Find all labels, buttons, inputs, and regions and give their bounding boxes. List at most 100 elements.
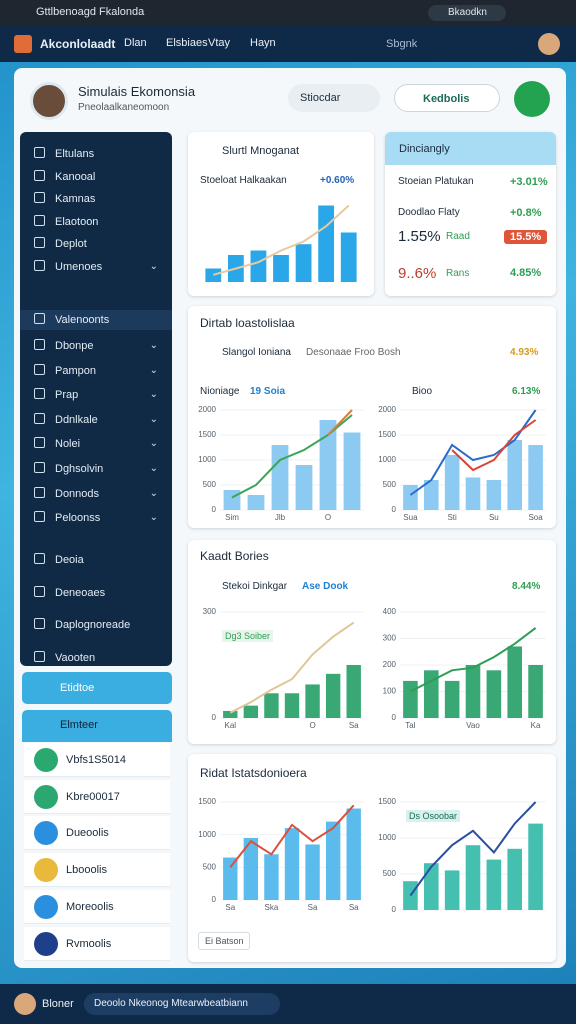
- panel-note: Desonaae Froo Bosh: [306, 347, 401, 358]
- chart: 0 500 1000 1500 Sa Ska Sa Sa: [198, 797, 364, 912]
- bar: [507, 848, 523, 910]
- list-item[interactable]: Lbooolis: [24, 853, 170, 888]
- header-select[interactable]: Kedbolis: [394, 84, 500, 112]
- bar: [325, 821, 341, 900]
- y-tick-label: 1500: [378, 430, 396, 439]
- sidebar-item[interactable]: Ddnlkale: [34, 410, 98, 430]
- list-item[interactable]: Vbfs1S5014: [24, 743, 170, 777]
- sidebar: Eltulans Kanooal Kamnas Elaotoon Deplot Umeno…: [20, 132, 172, 666]
- line: [213, 204, 350, 276]
- footer-select[interactable]: Deoolo Nkeonog Mtearwbeatbiann: [84, 993, 280, 1015]
- y-tick-label: 0: [212, 895, 217, 904]
- bar: [247, 495, 265, 510]
- row-value: +3.01%: [510, 176, 548, 188]
- list-icon: [34, 858, 58, 883]
- list-item[interactable]: Moreoolis: [24, 889, 170, 924]
- bar: [528, 823, 543, 910]
- panel-subtitle: Slangol Ioniana: [222, 347, 291, 358]
- chevron: ⌄: [149, 413, 158, 425]
- action-button[interactable]: [514, 81, 550, 117]
- nav-link[interactable]: Elsbiaes: [166, 37, 208, 49]
- y-tick-label: 1000: [378, 455, 396, 464]
- x-tick-label: Sa: [308, 903, 318, 912]
- line: [327, 409, 353, 436]
- x-tick-label: Ka: [531, 721, 541, 730]
- search[interactable]: Sbgnk: [386, 38, 418, 50]
- sidebar-item[interactable]: Deoia: [34, 550, 84, 570]
- profile-chip[interactable]: Bkaodkn: [428, 5, 506, 21]
- sidebar-item[interactable]: Donnods: [34, 484, 99, 504]
- logo: [14, 35, 32, 53]
- y-tick-label: 500: [383, 869, 397, 878]
- row-label: Stoeian Platukan: [398, 176, 474, 187]
- x-tick-label: Su: [489, 513, 499, 522]
- sidebar-item[interactable]: Deneoaes: [34, 583, 105, 603]
- panel-button[interactable]: Ei Batson: [198, 932, 250, 950]
- bar: [528, 445, 543, 510]
- bar: [465, 845, 481, 910]
- header-title: Simulais Ekomonsia: [78, 84, 196, 99]
- sidebar-item[interactable]: Kamnas: [34, 189, 95, 209]
- bar: [486, 859, 502, 910]
- bar: [273, 255, 289, 282]
- sidebar-item[interactable]: Peloonss: [34, 508, 100, 528]
- sidebar-item[interactable]: Daplognoreade: [34, 615, 130, 635]
- y-tick-label: 0: [212, 713, 217, 722]
- y-tick-label: 0: [212, 505, 217, 514]
- sidebar-item[interactable]: Pampon: [34, 361, 96, 381]
- header-avatar: [30, 82, 68, 120]
- y-tick-label: 300: [203, 607, 217, 616]
- bar: [507, 646, 523, 718]
- sidebar-item[interactable]: Umenoes: [34, 257, 102, 277]
- sidebar-item[interactable]: Prap: [34, 385, 78, 405]
- tab-title[interactable]: Gttlbenoagd Fkalonda: [36, 6, 145, 18]
- bar: [465, 477, 481, 510]
- sidebar-item[interactable]: Vaooten: [34, 648, 95, 668]
- sidebar-item[interactable]: Dbonpe: [34, 336, 94, 356]
- active-card[interactable]: Etidtoe: [22, 672, 172, 704]
- row-label: 1.55%: [398, 228, 441, 245]
- y-tick-label: 1500: [198, 797, 216, 806]
- bar: [284, 693, 300, 718]
- header-button[interactable]: Stiocdar: [288, 84, 380, 112]
- panel-change: 4.93%: [510, 347, 539, 358]
- list-item[interactable]: Rvmoolis: [24, 926, 170, 961]
- bar: [223, 490, 241, 510]
- brand[interactable]: Akconlolaadt: [40, 37, 116, 51]
- sidebar-item[interactable]: Eltulans: [34, 144, 94, 164]
- y-tick-label: 100: [383, 687, 397, 696]
- sidebar-section[interactable]: Valenoonts: [20, 310, 172, 330]
- sidebar-item[interactable]: Elaotoon: [34, 212, 98, 232]
- y-tick-label: 500: [383, 480, 397, 489]
- y-tick-label: 1500: [198, 430, 216, 439]
- line: [409, 409, 537, 496]
- footer-bar: Bloner Deoolo Nkeonog Mtearwbeatbiann: [0, 984, 576, 1024]
- y-tick-label: 2000: [198, 405, 216, 414]
- nav-link[interactable]: Vtay: [208, 37, 231, 49]
- y-tick-label: 500: [203, 862, 217, 871]
- list-item[interactable]: Dueoolis: [24, 816, 170, 851]
- chevron: ⌄: [149, 364, 158, 376]
- panel-label: Stoeloat Halkaakan: [200, 175, 287, 186]
- y-tick-label: 1000: [198, 455, 216, 464]
- chevron: ⌄: [149, 463, 158, 474]
- header-subtitle: Pneolaalkaneomoon: [78, 102, 170, 113]
- row-value: 15.5%: [504, 230, 548, 244]
- y-tick-label: 500: [203, 480, 217, 489]
- x-tick-label: Sua: [403, 513, 418, 522]
- sidebar-item[interactable]: Deplot: [34, 234, 87, 254]
- avatar[interactable]: [538, 33, 560, 55]
- list-item[interactable]: Kbre00017: [24, 779, 170, 814]
- bar: [507, 440, 523, 510]
- sidebar-item[interactable]: Dghsolvin: [34, 459, 103, 479]
- nav-link[interactable]: Hayn: [250, 37, 276, 49]
- x-tick-label: Soa: [528, 513, 543, 522]
- chart-change: 6.13%: [512, 386, 541, 397]
- bar: [223, 710, 238, 718]
- avatar: [14, 993, 36, 1015]
- sidebar-item[interactable]: Nolei: [34, 434, 80, 454]
- nav-link[interactable]: Dlan: [124, 37, 147, 49]
- chart-label: Bioo: [412, 386, 433, 397]
- x-tick-label: Tal: [405, 721, 415, 730]
- sidebar-item[interactable]: Kanooal: [34, 167, 95, 187]
